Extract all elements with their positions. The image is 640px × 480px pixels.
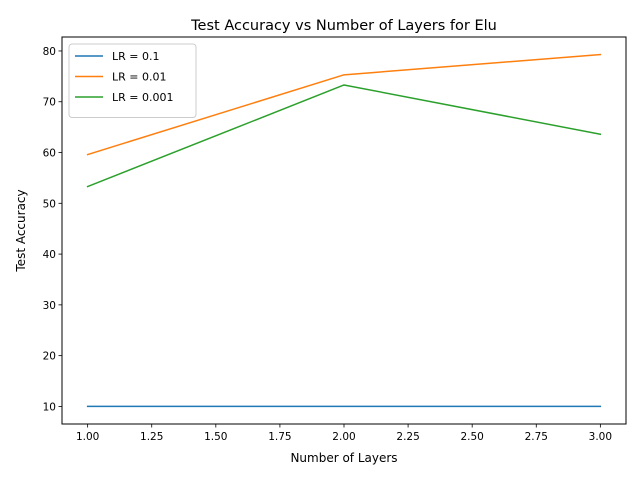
y-tick-label: 30 — [43, 300, 56, 312]
legend: LR = 0.1 LR = 0.01 LR = 0.001 — [68, 43, 197, 118]
legend-label-3: LR = 0.001 — [112, 91, 173, 104]
y-tick-label: 80 — [43, 46, 56, 58]
y-tick-label: 20 — [43, 351, 56, 363]
legend-label-2: LR = 0.01 — [112, 71, 166, 84]
x-tick-label: 2.75 — [525, 431, 548, 443]
legend-frame — [68, 43, 197, 118]
y-tick-label: 40 — [43, 249, 56, 261]
x-tick-label: 2.25 — [396, 431, 419, 443]
plot-area — [61, 36, 627, 425]
x-tick-label: 1.00 — [76, 431, 99, 443]
x-axis-ticks: 1.00 1.25 1.50 1.75 2.00 2.25 2.50 2.75 3.00 — [76, 424, 612, 443]
y-tick-label: 60 — [43, 148, 56, 160]
x-axis-label: Number of Layers — [290, 451, 397, 465]
x-tick-label: 3.00 — [589, 431, 612, 443]
series-line-2 — [86, 53, 602, 156]
x-tick-label: 2.50 — [460, 431, 483, 443]
x-tick-label: 1.25 — [140, 431, 163, 443]
y-axis-ticks: 10 20 30 40 50 60 70 80 — [43, 46, 62, 413]
x-tick-label: 1.50 — [204, 431, 227, 443]
x-tick-label: 2.00 — [332, 431, 355, 443]
y-axis-label: Test Accuracy — [14, 189, 28, 272]
y-tick-label: 50 — [43, 198, 56, 210]
x-tick-label: 1.75 — [268, 431, 291, 443]
chart-title: Test Accuracy vs Number of Layers for El… — [190, 18, 497, 34]
y-tick-label: 10 — [43, 401, 56, 413]
y-tick-label: 70 — [43, 97, 56, 109]
series-line-3 — [86, 84, 602, 188]
legend-label-1: LR = 0.1 — [112, 50, 159, 63]
series-lines — [86, 53, 602, 408]
